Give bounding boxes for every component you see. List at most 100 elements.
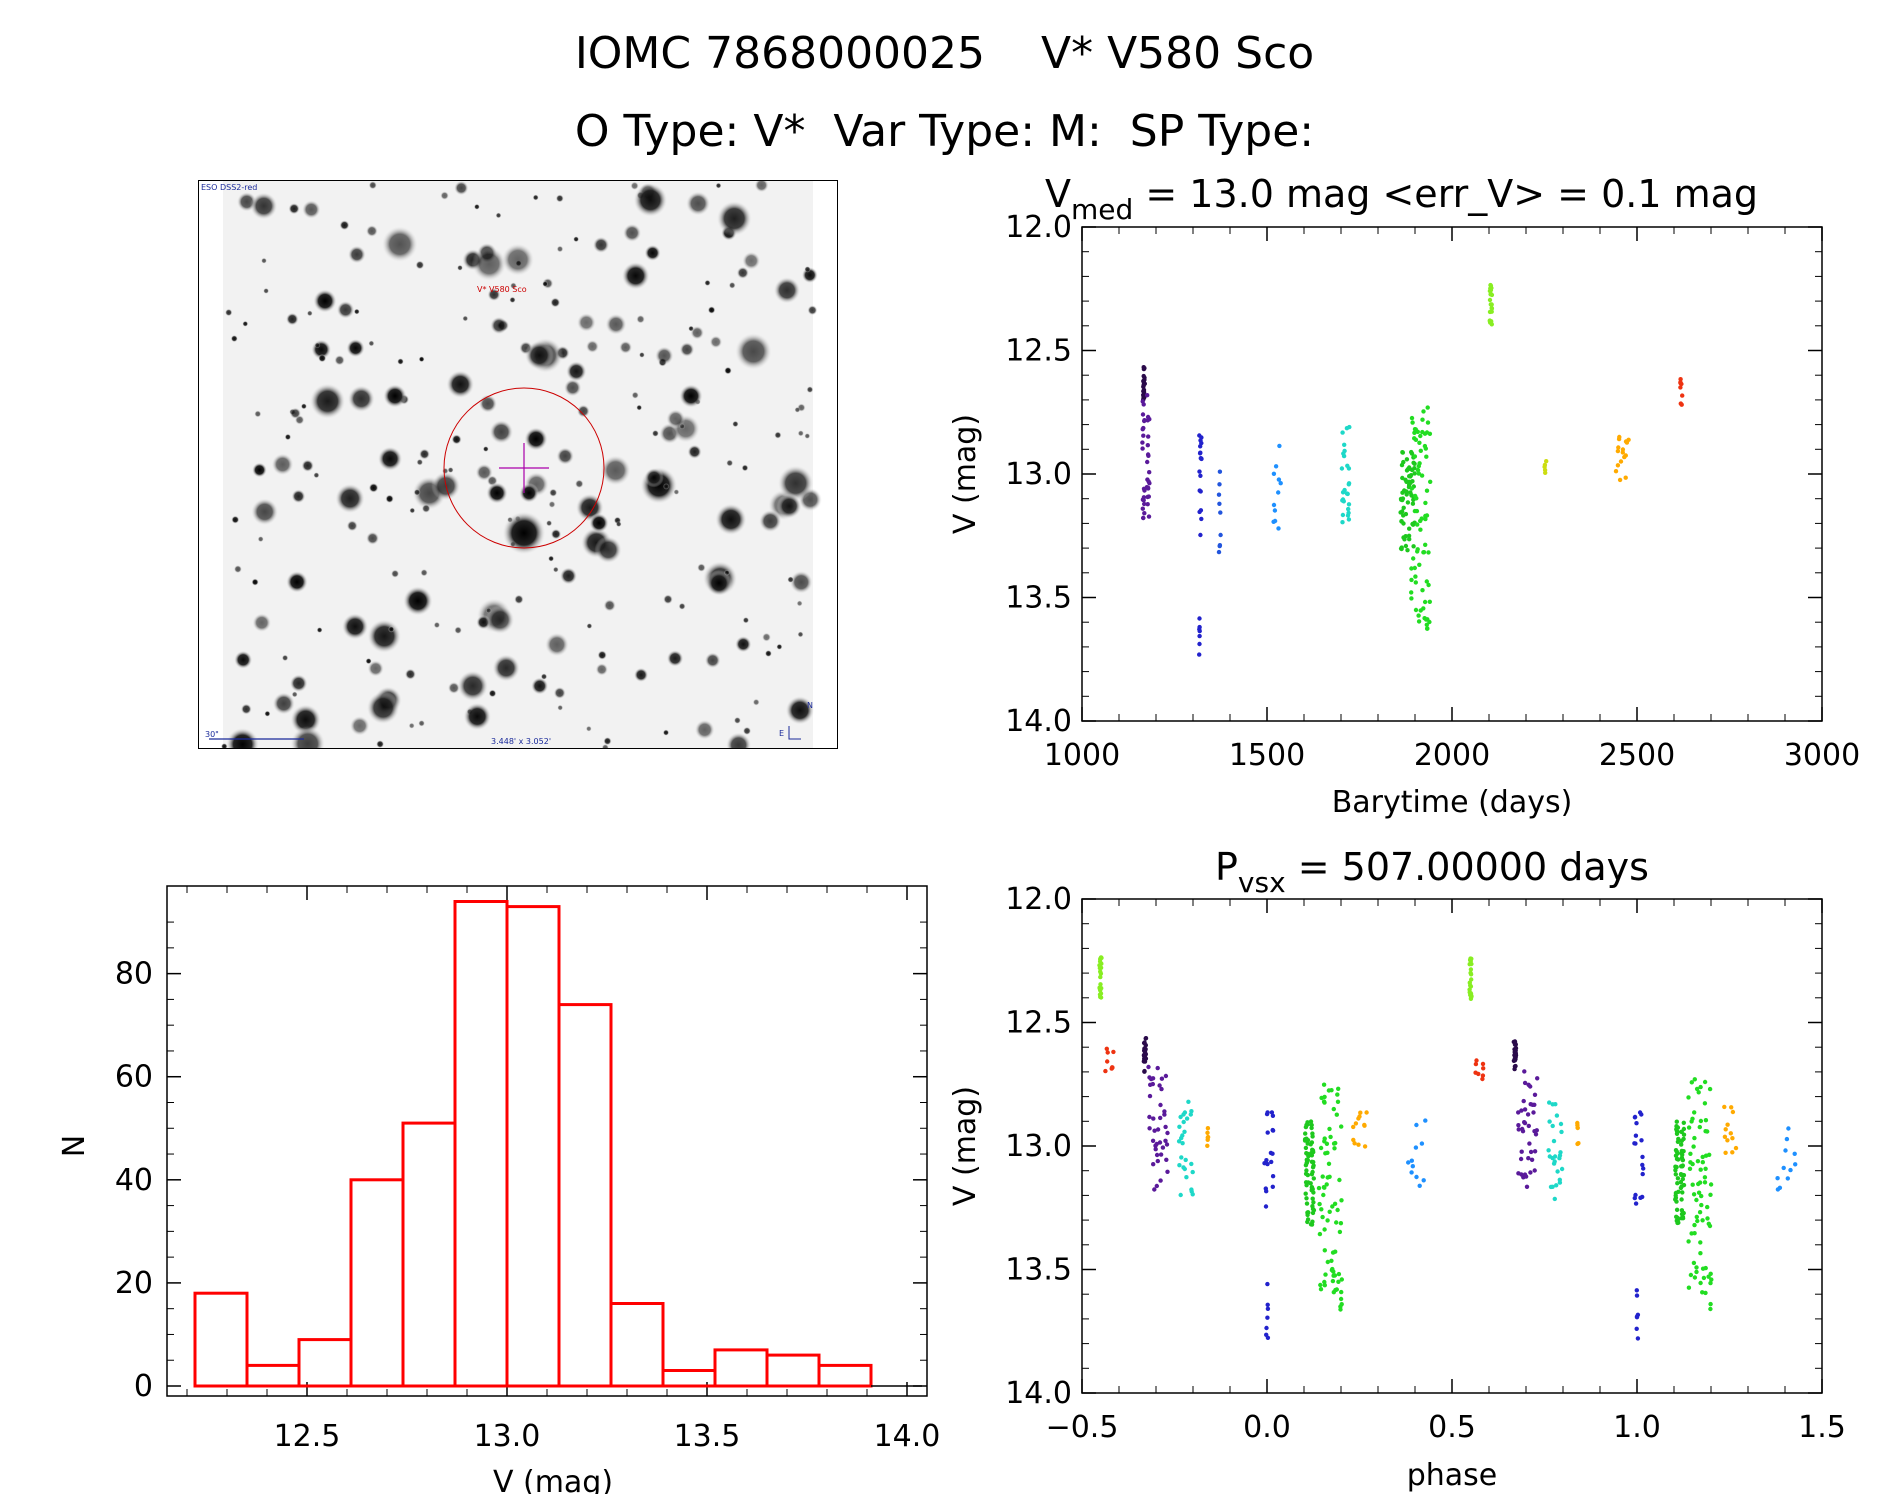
pc-point [1155, 1065, 1160, 1071]
lc-point [1346, 510, 1351, 516]
pc-point [1339, 1289, 1344, 1295]
star [251, 578, 259, 586]
pc-point [1338, 1296, 1344, 1302]
lc-point [1142, 488, 1147, 493]
pc-point [1481, 1066, 1486, 1071]
pc-point [1326, 1088, 1332, 1093]
star [502, 511, 546, 555]
pc-point [1179, 1155, 1184, 1160]
lc-point [1409, 566, 1414, 571]
pc-point [1352, 1141, 1357, 1146]
pc-point [1317, 1201, 1322, 1207]
lc-frame [1081, 226, 1823, 722]
lc-point [1424, 622, 1430, 627]
star [413, 488, 421, 496]
pc-point [1469, 977, 1474, 982]
pc-point [1304, 1136, 1309, 1141]
pc-point [1513, 1063, 1518, 1069]
pc-point [1351, 1137, 1356, 1143]
pc-point [1154, 1183, 1160, 1189]
star [291, 691, 298, 698]
pc-point [1358, 1110, 1363, 1115]
pc-point [1690, 1116, 1695, 1122]
pc-point [1205, 1130, 1210, 1136]
star [487, 287, 501, 302]
lc-xtick-label: 2000 [1414, 738, 1490, 773]
lc-point [1145, 459, 1150, 465]
pc-point [1697, 1124, 1703, 1130]
star [725, 732, 752, 748]
star [368, 340, 375, 347]
lc-point [1418, 608, 1423, 613]
lc-point [1340, 498, 1345, 503]
target-circle [443, 387, 605, 549]
pc-point [1099, 961, 1104, 966]
lc-xtick-label: 1000 [1044, 738, 1120, 773]
pc-point [1676, 1136, 1681, 1142]
star [544, 632, 570, 657]
lc-point [1218, 532, 1223, 538]
lc-point [1425, 617, 1430, 622]
pc-point [1551, 1138, 1557, 1144]
pc-point [1304, 1201, 1310, 1206]
star [309, 383, 346, 420]
hg-xtick-label: 12.5 [274, 1419, 341, 1454]
lc-point [1420, 588, 1425, 593]
star [250, 498, 279, 526]
star [230, 335, 238, 343]
star [687, 444, 702, 460]
east-label: E [779, 729, 785, 738]
lc-point [1417, 562, 1422, 567]
star [585, 339, 600, 354]
star [316, 627, 323, 633]
star [233, 565, 242, 574]
star [252, 613, 272, 633]
lc-point [1140, 412, 1146, 417]
pc-point [1099, 955, 1104, 961]
star [548, 555, 555, 562]
pc-point [1183, 1157, 1188, 1163]
pc-point [1550, 1123, 1555, 1129]
pc-point [1147, 1126, 1152, 1131]
star [761, 632, 772, 642]
lc-point [1409, 590, 1414, 595]
star [397, 358, 404, 365]
star [420, 568, 428, 577]
pc-point [1351, 1124, 1356, 1130]
pc-point [1633, 1141, 1638, 1146]
pc-point [1526, 1082, 1531, 1088]
star [242, 320, 249, 327]
lc-point [1426, 550, 1431, 555]
lc-point [1427, 599, 1433, 604]
star [706, 570, 732, 596]
star [524, 427, 548, 451]
pc-point [1692, 1077, 1698, 1082]
pc-point [1417, 1183, 1422, 1189]
pc-point [1532, 1149, 1538, 1154]
star [621, 261, 650, 290]
pc-point [1150, 1138, 1156, 1144]
lc-point [1410, 479, 1415, 484]
pc-point [1694, 1265, 1699, 1270]
lc-point [1411, 544, 1416, 549]
hg-xtick-label: 14.0 [874, 1419, 941, 1454]
pc-point [1321, 1192, 1326, 1198]
pc-point [1532, 1092, 1538, 1098]
star [233, 650, 253, 670]
lc-point [1543, 470, 1548, 475]
lc-point [1679, 402, 1684, 407]
star [673, 489, 680, 495]
pc-point [1205, 1134, 1211, 1140]
lc-point [1422, 443, 1428, 449]
pc-point [1098, 988, 1103, 993]
star [347, 245, 366, 264]
pc-point [1707, 1086, 1713, 1092]
star [334, 483, 366, 514]
pc-point [1678, 1185, 1684, 1191]
star [633, 667, 649, 683]
pc-point [1184, 1175, 1189, 1180]
pc-point [1680, 1157, 1686, 1163]
pc-point [1310, 1204, 1315, 1209]
north-label: N [807, 701, 813, 710]
pc-point [1309, 1153, 1315, 1158]
